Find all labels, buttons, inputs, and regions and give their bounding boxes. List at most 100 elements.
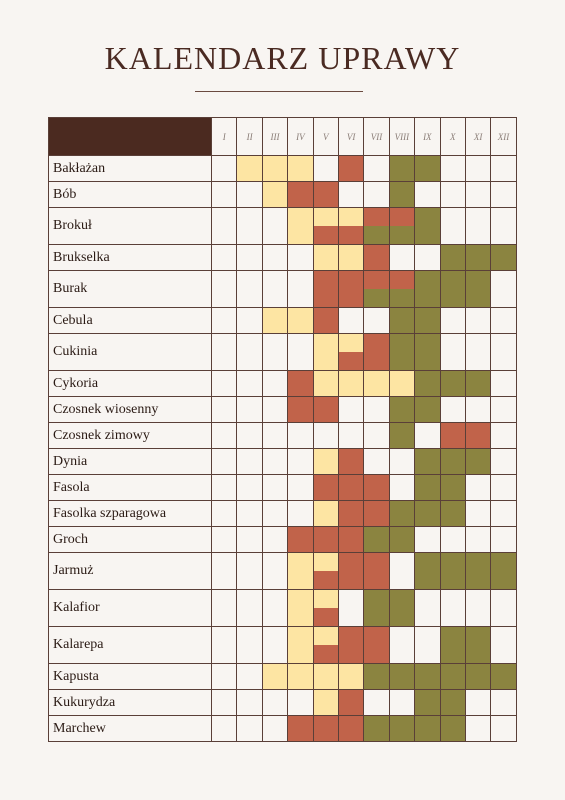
month-cell — [464, 244, 492, 271]
month-cell — [388, 589, 416, 627]
month-cell — [337, 663, 365, 690]
month-cell — [236, 155, 263, 182]
crop-name: Marchew — [48, 715, 212, 742]
month-cell — [312, 270, 339, 308]
cell-top-half — [364, 271, 389, 289]
month-cell — [363, 626, 390, 664]
crop-row: Cykoria — [48, 370, 517, 397]
month-cell — [287, 448, 314, 475]
month-cell — [261, 526, 289, 553]
month-cell — [464, 626, 492, 664]
month-cell — [363, 500, 390, 527]
month-cell — [464, 689, 492, 716]
cell-bottom-half — [313, 571, 338, 589]
month-cell — [464, 589, 492, 627]
month-cell — [388, 422, 416, 449]
month-cell — [414, 715, 441, 742]
month-cell — [388, 370, 416, 397]
month-cell — [464, 207, 492, 245]
month-cell — [236, 422, 263, 449]
month-cell — [363, 689, 390, 716]
month-cell — [236, 181, 263, 208]
month-cell — [312, 663, 339, 690]
month-cell — [490, 589, 517, 627]
month-cell — [414, 526, 441, 553]
month-cell — [388, 526, 416, 553]
month-cell — [312, 333, 339, 371]
month-header: XII — [490, 117, 517, 156]
month-cell — [490, 207, 517, 245]
month-cell — [363, 244, 390, 271]
crop-row: Dynia — [48, 448, 517, 475]
month-cell — [236, 526, 263, 553]
month-cell — [287, 396, 314, 423]
month-cell — [464, 270, 492, 308]
cell-top-half — [313, 208, 338, 226]
month-cell — [414, 155, 441, 182]
month-cell — [261, 589, 289, 627]
month-cell — [261, 396, 289, 423]
cell-bottom-half — [389, 226, 415, 244]
month-cell — [464, 396, 492, 423]
cell-top-half — [313, 553, 338, 571]
month-cell — [236, 396, 263, 423]
month-cell — [261, 307, 289, 334]
crop-name: Jarmuż — [48, 552, 212, 590]
month-cell — [210, 270, 238, 308]
month-cell — [490, 552, 517, 590]
month-cell — [210, 715, 238, 742]
month-cell — [363, 663, 390, 690]
crop-row: Groch — [48, 526, 517, 553]
month-header: VI — [337, 117, 365, 156]
cell-top-half — [389, 208, 415, 226]
month-cell — [439, 552, 466, 590]
month-cell — [287, 270, 314, 308]
crop-row: Bób — [48, 181, 517, 208]
crop-name: Brukselka — [48, 244, 212, 271]
month-cell — [236, 207, 263, 245]
month-cell — [337, 307, 365, 334]
month-cell — [490, 448, 517, 475]
month-cell — [312, 626, 339, 664]
month-cell — [439, 333, 466, 371]
month-cell — [287, 500, 314, 527]
crop-name: Cykoria — [48, 370, 212, 397]
month-cell — [337, 244, 365, 271]
month-cell — [236, 474, 263, 501]
month-header: II — [236, 117, 263, 156]
month-cell — [464, 500, 492, 527]
month-cell — [287, 552, 314, 590]
month-cell — [261, 448, 289, 475]
month-cell — [388, 181, 416, 208]
month-cell — [490, 663, 517, 690]
month-cell — [261, 181, 289, 208]
cell-top-half — [338, 334, 364, 352]
header-corner-cell — [48, 117, 212, 156]
cell-top-half — [389, 271, 415, 289]
month-cell — [388, 552, 416, 590]
month-cell — [312, 715, 339, 742]
crop-row: Czosnek zimowy — [48, 422, 517, 449]
month-cell — [490, 370, 517, 397]
month-cell — [210, 474, 238, 501]
month-header-row: I II III IV V VI VII VIII IX X XI XII — [48, 117, 517, 156]
crop-row: Czosnek wiosenny — [48, 396, 517, 423]
cell-bottom-half — [389, 289, 415, 307]
month-cell — [287, 333, 314, 371]
month-cell — [490, 526, 517, 553]
month-cell — [414, 307, 441, 334]
month-cell — [312, 552, 339, 590]
month-cell — [464, 155, 492, 182]
month-cell — [236, 663, 263, 690]
crop-name: Brokuł — [48, 207, 212, 245]
crop-row: Kalarepa — [48, 626, 517, 664]
month-cell — [490, 155, 517, 182]
month-cell — [388, 270, 416, 308]
cell-top-half — [313, 627, 338, 645]
month-cell — [236, 270, 263, 308]
month-cell — [312, 500, 339, 527]
month-cell — [210, 155, 238, 182]
month-header: V — [312, 117, 339, 156]
month-cell — [312, 207, 339, 245]
month-cell — [490, 626, 517, 664]
